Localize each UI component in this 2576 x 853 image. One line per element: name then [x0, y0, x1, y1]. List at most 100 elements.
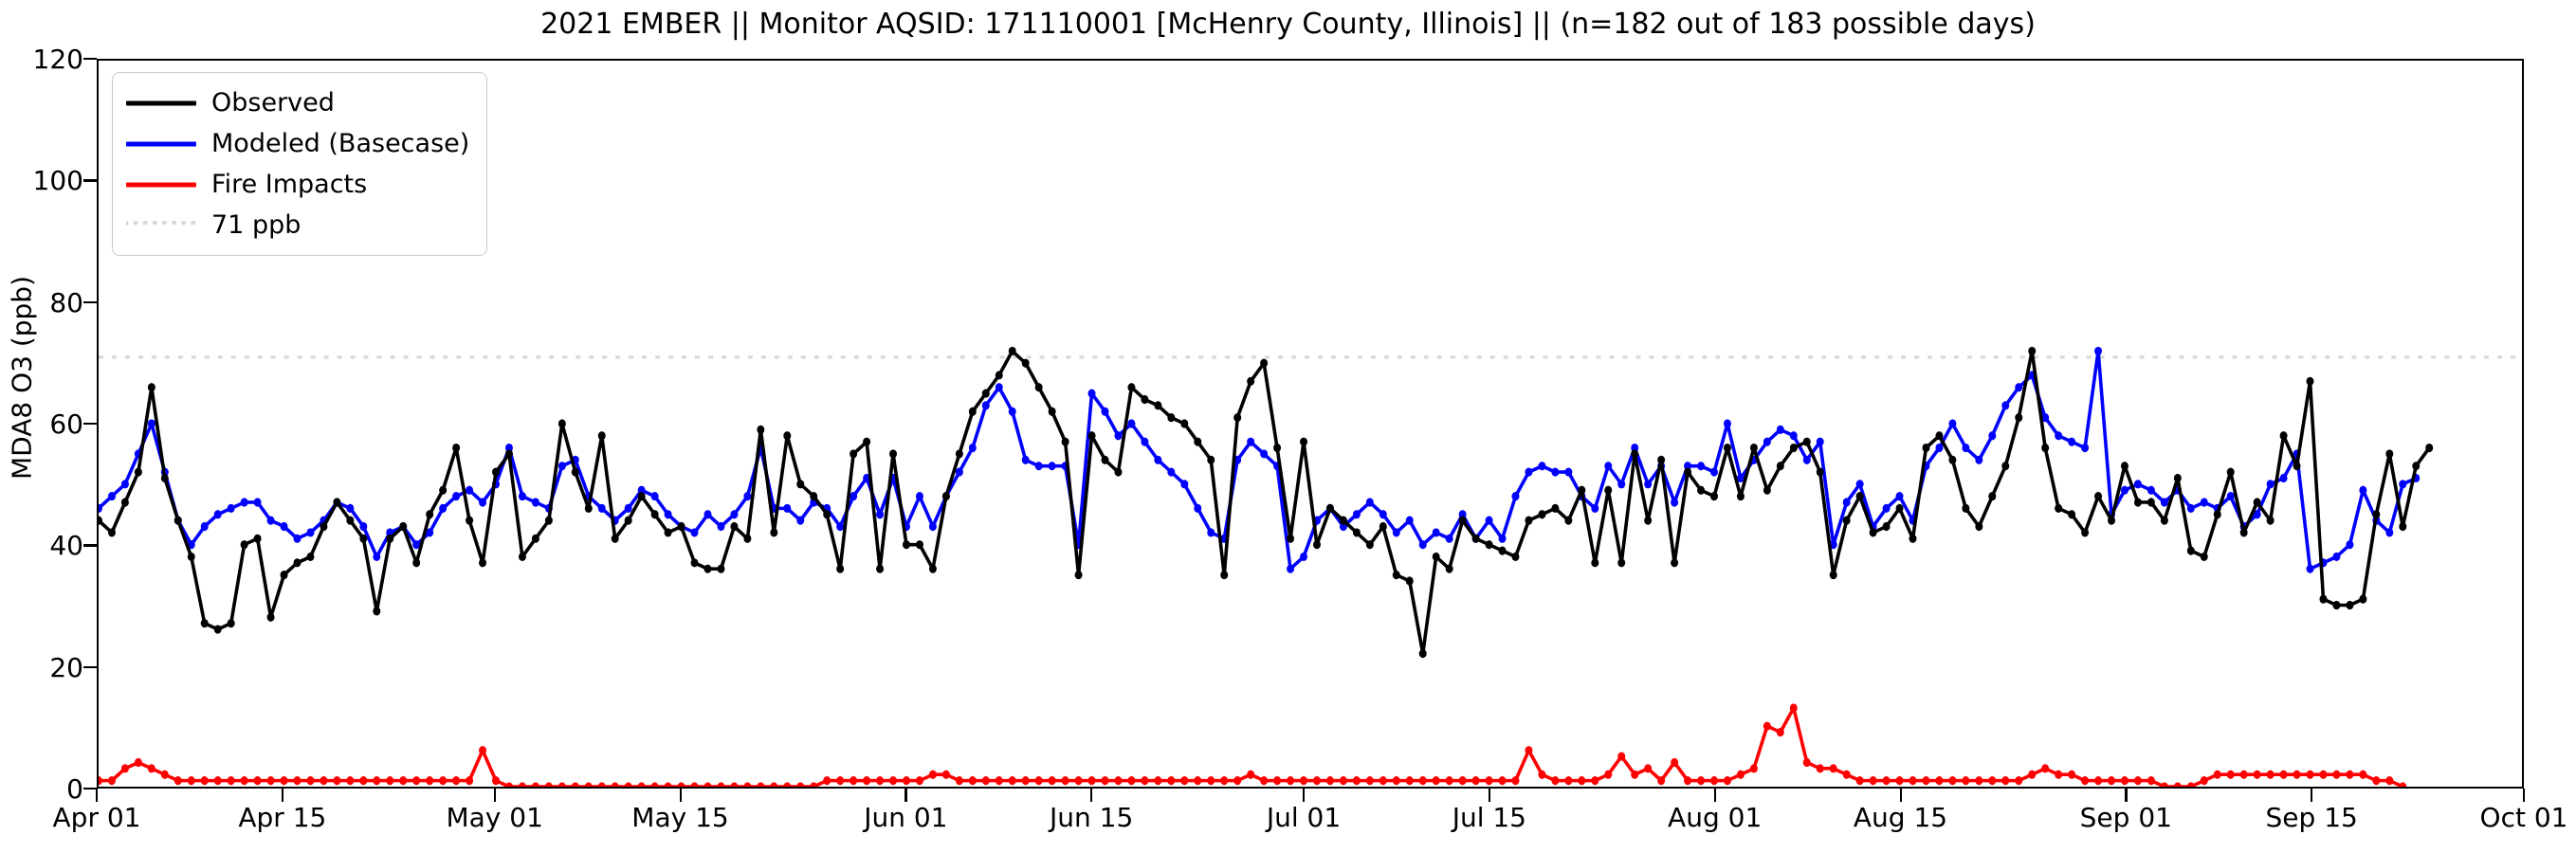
series-marker: [1498, 534, 1507, 543]
series-marker: [2385, 528, 2394, 537]
series-marker: [650, 492, 659, 501]
legend-item[interactable]: Observed: [126, 82, 469, 123]
series-marker: [1180, 419, 1189, 428]
series-marker: [280, 776, 288, 786]
series-marker: [2266, 770, 2275, 779]
y-tick-mark: [83, 300, 97, 303]
x-tick-label: May 01: [446, 802, 543, 833]
series-marker: [1631, 449, 1639, 459]
series-marker: [1975, 455, 1983, 464]
series-marker: [1842, 498, 1851, 507]
series-marker: [1180, 776, 1189, 786]
series-marker: [1988, 776, 1997, 786]
series-marker: [320, 776, 328, 786]
series-marker: [1087, 431, 1096, 441]
series-marker: [213, 625, 222, 634]
series-marker: [1736, 473, 1745, 483]
series-marker: [1405, 776, 1414, 786]
series-marker: [1392, 776, 1400, 786]
series-marker: [1591, 503, 1599, 513]
legend-swatch-icon: [126, 136, 196, 153]
series-marker: [1948, 455, 1957, 464]
legend-label: Fire Impacts: [211, 170, 368, 199]
series-marker: [1511, 552, 1520, 562]
series-marker: [1273, 443, 1282, 453]
series-marker: [2359, 485, 2367, 495]
series-marker: [306, 552, 315, 562]
series-marker: [1909, 534, 1917, 543]
series-marker: [466, 485, 474, 495]
series-marker: [757, 782, 765, 787]
series-marker: [2306, 770, 2314, 779]
series-marker: [584, 782, 593, 787]
series-marker: [1829, 540, 1837, 550]
series-marker: [1365, 540, 1374, 550]
series-marker: [690, 528, 699, 537]
page-title: 2021 EMBER || Monitor AQSID: 171110001 […: [540, 8, 2036, 41]
series-marker: [915, 492, 923, 501]
series-marker: [518, 552, 526, 562]
series-marker: [690, 782, 699, 787]
series-marker: [466, 776, 474, 786]
plot-canvas: [99, 346, 2522, 787]
series-marker: [1127, 419, 1136, 428]
series-marker: [1763, 485, 1771, 495]
series-marker: [557, 782, 566, 787]
series-marker: [1710, 467, 1718, 477]
series-marker: [1405, 576, 1414, 586]
series-marker: [1789, 431, 1798, 441]
series-marker: [1538, 462, 1546, 471]
series-marker: [757, 425, 765, 434]
legend-swatch-icon: [126, 217, 196, 234]
series-marker: [1008, 776, 1016, 786]
series-marker: [544, 782, 553, 787]
series-marker: [1127, 776, 1136, 786]
series-marker: [690, 558, 699, 568]
series-marker: [1988, 492, 1997, 501]
series-marker: [1141, 394, 1149, 405]
legend-item[interactable]: Modeled (Basecase): [126, 123, 469, 164]
series-marker: [796, 516, 805, 525]
series-marker: [373, 776, 381, 786]
series-marker: [2385, 776, 2394, 786]
series-marker: [266, 776, 275, 786]
series-marker: [1339, 776, 1347, 786]
series-marker: [1684, 462, 1692, 471]
series-marker: [1418, 540, 1427, 550]
series-marker: [346, 516, 355, 525]
x-tick-label: Apr 01: [52, 802, 141, 833]
series-marker: [1141, 776, 1149, 786]
plot-area: [97, 59, 2524, 789]
series-marker: [2319, 770, 2328, 779]
series-marker: [1855, 480, 1864, 489]
series-marker: [412, 776, 421, 786]
series-marker: [120, 764, 129, 773]
series-marker: [1498, 776, 1507, 786]
series-marker: [2081, 776, 2090, 786]
series-marker: [2346, 540, 2354, 550]
series-marker: [1114, 467, 1123, 477]
y-tick-label: 100: [32, 165, 83, 197]
series-marker: [2068, 510, 2076, 519]
legend-item[interactable]: Fire Impacts: [126, 164, 469, 205]
series-marker: [1829, 571, 1837, 580]
series-marker: [134, 757, 142, 768]
series-marker: [2133, 498, 2142, 507]
series-marker: [1312, 776, 1321, 786]
series-marker: [1802, 757, 1811, 768]
series-marker: [836, 776, 845, 786]
series-marker: [1736, 492, 1745, 501]
series-marker: [1233, 413, 1242, 423]
series-marker: [1220, 776, 1229, 786]
series-marker: [1723, 419, 1731, 428]
series-marker: [928, 521, 937, 532]
series-marker: [227, 503, 235, 513]
series-marker: [1631, 770, 1639, 779]
x-tick-label: Jun 15: [1050, 802, 1134, 833]
series-marker: [796, 782, 805, 787]
series-marker: [2332, 770, 2341, 779]
series-marker: [1855, 492, 1864, 501]
legend-item[interactable]: 71 ppb: [126, 205, 469, 245]
series-marker: [995, 383, 1003, 392]
series-marker: [2094, 346, 2103, 355]
